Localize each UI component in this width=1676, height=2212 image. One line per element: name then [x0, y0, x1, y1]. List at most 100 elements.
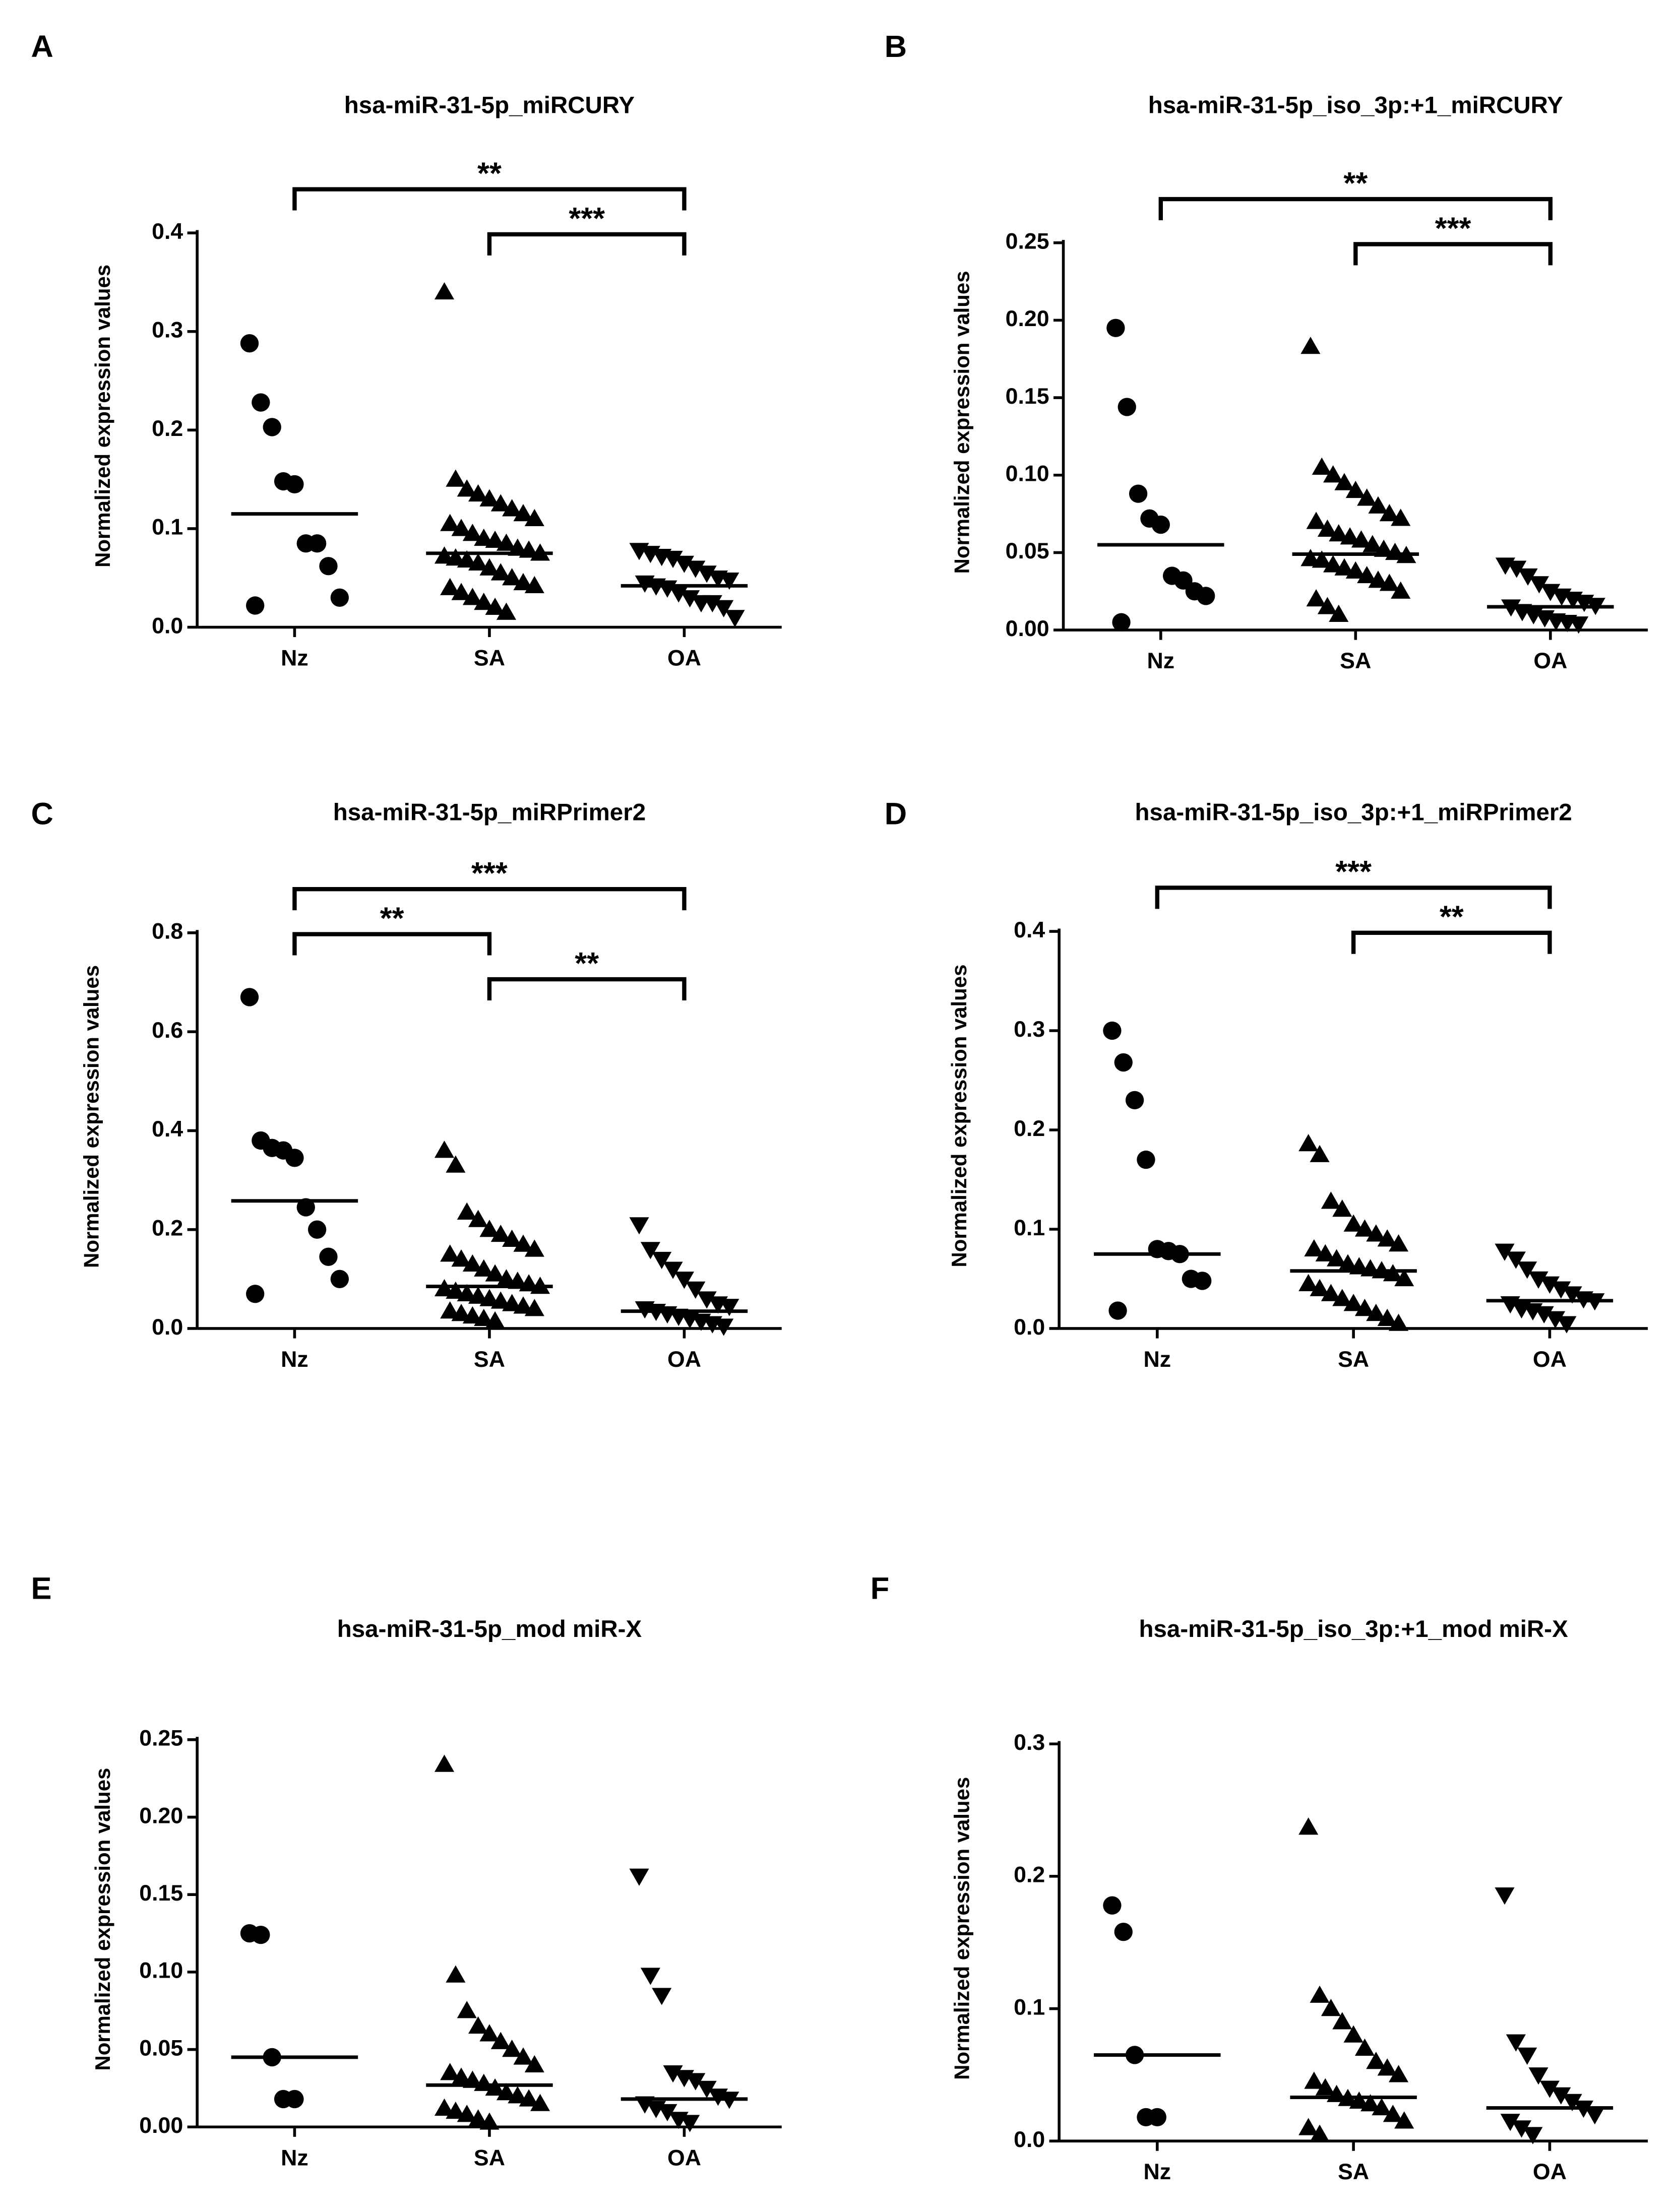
data-point — [524, 509, 544, 527]
y-axis-label: Normalized expression values — [91, 265, 114, 567]
data-point — [479, 2112, 500, 2130]
chart-title: hsa-miR-31-5p_iso_3p:+1_miRPrimer2 — [1135, 799, 1572, 826]
data-point — [1379, 574, 1399, 591]
y-tick-label: 0.1 — [1014, 1216, 1045, 1240]
y-tick-label: 0.05 — [139, 2036, 183, 2060]
data-point — [1137, 1150, 1155, 1169]
data-point — [524, 1299, 544, 1316]
data-point — [1545, 1311, 1566, 1329]
data-point — [1343, 2025, 1363, 2043]
data-point — [1389, 1234, 1409, 1252]
data-point — [1551, 2087, 1571, 2105]
data-point — [1377, 1229, 1397, 1247]
data-point — [490, 2032, 511, 2049]
data-point — [513, 573, 533, 591]
y-axis-label: Normalized expression values — [950, 1777, 973, 2080]
data-point — [462, 588, 482, 605]
data-point — [657, 2104, 677, 2122]
data-point — [1310, 1985, 1330, 2003]
data-point — [468, 1210, 488, 1227]
data-point — [1332, 1199, 1352, 1217]
data-point — [1332, 1289, 1352, 1306]
data-point — [1345, 561, 1365, 579]
data-point — [674, 555, 695, 573]
data-point — [1315, 1244, 1335, 1261]
data-point — [457, 550, 477, 568]
data-point — [1360, 2094, 1381, 2112]
panel-label: A — [31, 29, 53, 64]
data-point — [1512, 2120, 1532, 2138]
y-tick-label: 0.00 — [1006, 616, 1049, 641]
y-tick-label: 0.1 — [152, 515, 183, 540]
data-point — [697, 565, 717, 583]
data-point — [725, 610, 745, 627]
data-point — [479, 558, 500, 576]
data-point — [285, 1149, 304, 1167]
y-tick-label: 0.10 — [1006, 462, 1049, 486]
data-point — [1338, 1254, 1358, 1272]
panel-label: F — [871, 1571, 890, 1606]
y-tick-label: 0.25 — [1006, 229, 1049, 254]
data-point — [1312, 550, 1332, 568]
panel-label: E — [31, 1571, 51, 1606]
y-tick-label: 0.00 — [139, 2113, 183, 2138]
data-point — [502, 1294, 522, 1311]
data-point — [457, 2001, 477, 2018]
data-point — [508, 538, 528, 556]
data-point — [1321, 1998, 1341, 2016]
data-point — [508, 2086, 528, 2104]
y-tick-label: 0.0 — [152, 613, 183, 638]
y-axis-label: Normalized expression values — [947, 965, 971, 1268]
x-tick-label: OA — [667, 646, 701, 671]
y-tick-label: 0.4 — [152, 219, 183, 244]
chart-title: hsa-miR-31-5p_iso_3p:+1_miRCURY — [1148, 92, 1563, 119]
data-point — [451, 1303, 471, 1321]
data-point — [285, 2090, 304, 2109]
data-point — [496, 1269, 517, 1287]
data-point — [652, 1251, 672, 1270]
data-point — [451, 519, 471, 536]
significance-label: ** — [477, 156, 502, 191]
data-point — [668, 585, 689, 603]
significance-label: ** — [1343, 166, 1368, 201]
y-tick-label: 0.1 — [1014, 1995, 1045, 2019]
data-point — [1383, 2105, 1403, 2122]
data-point — [1151, 515, 1170, 534]
x-tick-label: Nz — [281, 2145, 308, 2170]
y-tick-label: 0.05 — [1006, 539, 1049, 563]
data-point — [1315, 2078, 1335, 2096]
data-point — [1362, 535, 1383, 552]
data-point — [319, 557, 338, 576]
data-point — [1298, 2118, 1319, 2135]
x-tick-label: OA — [667, 2145, 701, 2170]
data-point — [1310, 1145, 1330, 1162]
data-point — [434, 1754, 455, 1772]
significance-bracket — [1351, 930, 1552, 954]
data-point — [714, 600, 734, 617]
data-point — [1389, 2065, 1409, 2082]
data-point — [1354, 1219, 1375, 1237]
data-point — [485, 530, 505, 548]
data-point — [1323, 555, 1343, 573]
data-point — [474, 593, 494, 610]
chart-title: hsa-miR-31-5p_miRCURY — [344, 92, 635, 119]
data-point — [1321, 1284, 1341, 1301]
significance-bracket — [292, 187, 687, 211]
data-point — [1323, 465, 1343, 483]
data-point — [1193, 1272, 1212, 1290]
y-axis-label: Normalized expression values — [950, 271, 973, 574]
data-point — [629, 1217, 649, 1235]
data-point — [1357, 565, 1377, 584]
data-point — [457, 479, 477, 497]
data-point — [1300, 337, 1321, 354]
data-point — [468, 2016, 488, 2034]
data-point — [1366, 2052, 1386, 2069]
data-point — [686, 560, 706, 578]
data-point — [451, 1249, 471, 1267]
data-point — [479, 1289, 500, 1306]
data-point — [479, 1220, 500, 1237]
data-point — [502, 568, 522, 586]
y-axis-label: Normalized expression values — [80, 965, 103, 1268]
data-point — [1334, 558, 1354, 576]
data-point — [1539, 1276, 1560, 1294]
